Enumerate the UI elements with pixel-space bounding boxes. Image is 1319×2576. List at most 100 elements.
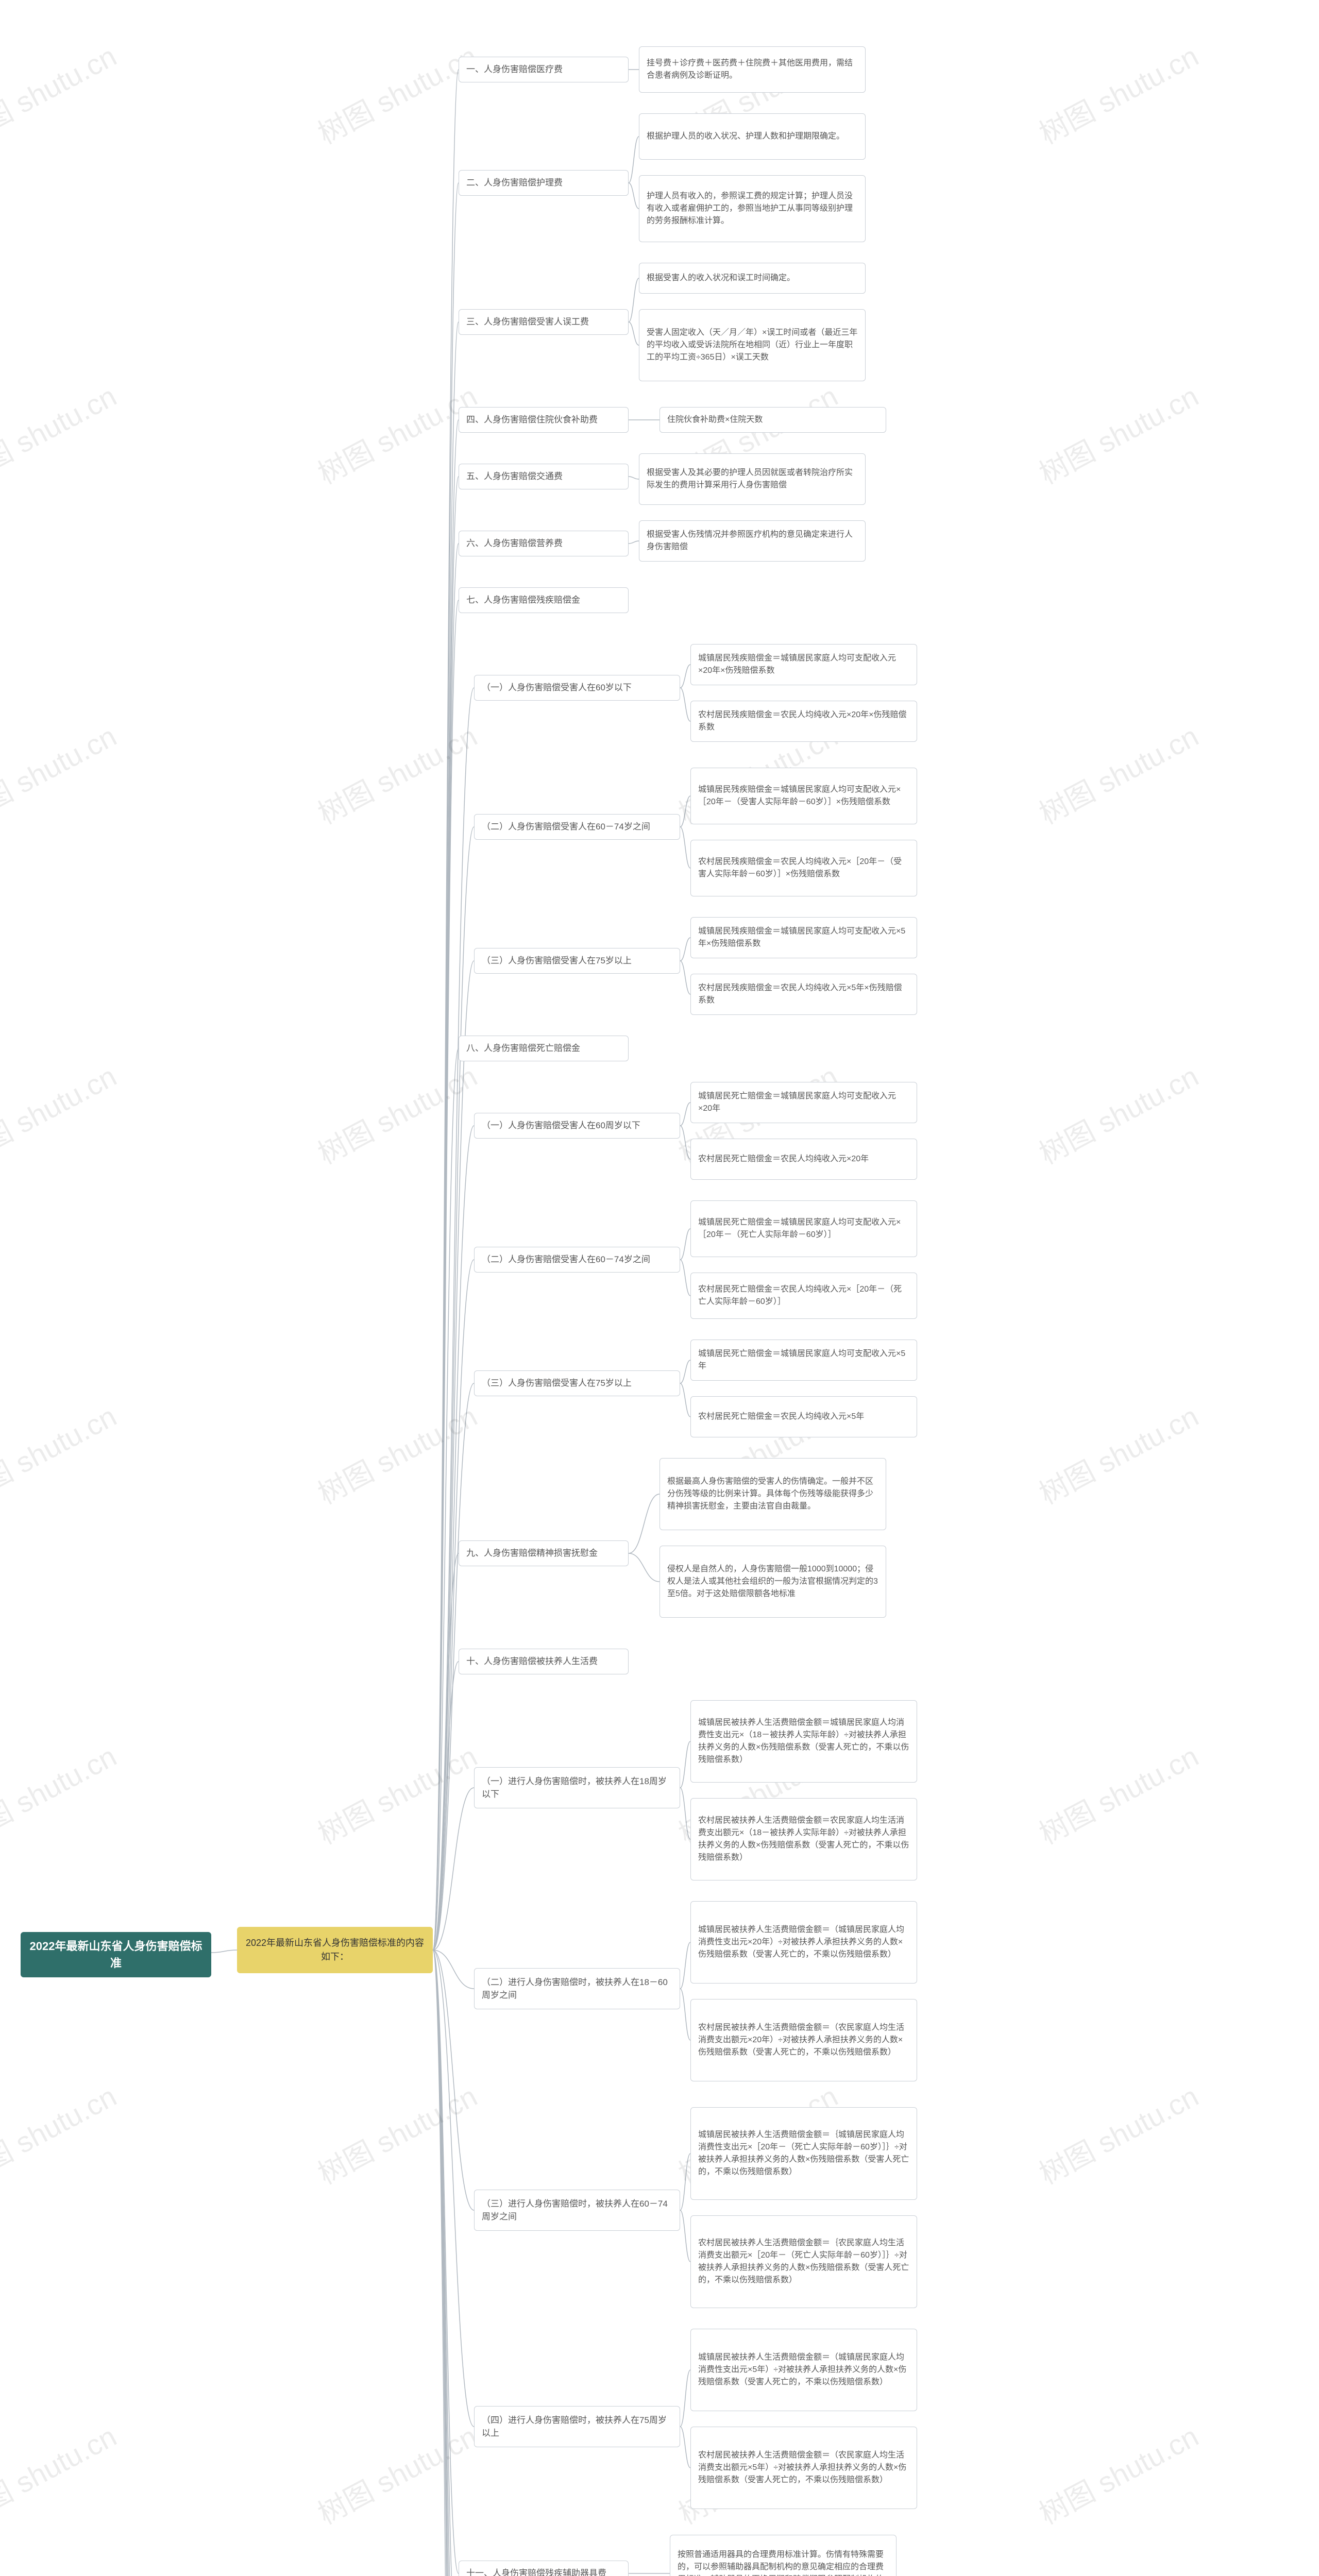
leaf-s7a-1: 农村居民残疾赔偿金＝农民人均纯收入元×20年×伤残赔偿系数 bbox=[690, 701, 917, 742]
section-s5-label: 五、人身伤害赔偿交通费 bbox=[466, 470, 621, 483]
leaf-s10b-1: 农村居民被扶养人生活费赔偿金额＝（农民家庭人均生活消费支出额元×20年）÷对被扶… bbox=[690, 1999, 917, 2081]
leaf-s3-0-label: 根据受害人的收入状况和误工时间确定。 bbox=[647, 272, 858, 284]
section-s10a-label: （一）进行人身伤害赔偿时，被扶养人在18周岁以下 bbox=[482, 1775, 672, 1801]
section-s4[interactable]: 四、人身伤害赔偿住院伙食补助费 bbox=[459, 407, 629, 433]
section-s10d[interactable]: （四）进行人身伤害赔偿时，被扶养人在75周岁以上 bbox=[474, 2406, 680, 2447]
level1-node-label: 2022年最新山东省人身伤害赔偿标准的内容如下： bbox=[245, 1936, 425, 1964]
leaf-s2-1: 护理人员有收入的，参照误工费的规定计算；护理人员没有收入或者雇佣护工的，参照当地… bbox=[639, 175, 866, 242]
leaf-s10a-1-label: 农村居民被扶养人生活费赔偿金额＝农民家庭人均生活消费支出额元×（18－被扶养人实… bbox=[698, 1815, 909, 1864]
leaf-s8a-0-label: 城镇居民死亡赔偿金＝城镇居民家庭人均可支配收入元×20年 bbox=[698, 1090, 909, 1115]
leaf-s3-1: 受害人固定收入（天／月／年）×误工时间或者（最近三年的平均收入或受诉法院所在地相… bbox=[639, 309, 866, 381]
root-node-label: 2022年最新山东省人身伤害赔偿标准 bbox=[28, 1938, 204, 1972]
section-s10a[interactable]: （一）进行人身伤害赔偿时，被扶养人在18周岁以下 bbox=[474, 1767, 680, 1808]
leaf-s10d-1-label: 农村居民被扶养人生活费赔偿金额＝（农民家庭人均生活消费支出额元×5年）÷对被扶养… bbox=[698, 2449, 909, 2486]
section-s10c-label: （三）进行人身伤害赔偿时，被扶养人在60－74周岁之间 bbox=[482, 2197, 672, 2224]
leaf-s8c-1: 农村居民死亡赔偿金＝农民人均纯收入元×5年 bbox=[690, 1396, 917, 1437]
leaf-s10a-1: 农村居民被扶养人生活费赔偿金额＝农民家庭人均生活消费支出额元×（18－被扶养人实… bbox=[690, 1798, 917, 1880]
leaf-s2-0: 根据护理人员的收入状况、护理人数和护理期限确定。 bbox=[639, 113, 866, 160]
leaf-s8a-0: 城镇居民死亡赔偿金＝城镇居民家庭人均可支配收入元×20年 bbox=[690, 1082, 917, 1123]
leaf-s8b-1: 农村居民死亡赔偿金＝农民人均纯收入元×［20年－（死亡人实际年龄－60岁）］ bbox=[690, 1273, 917, 1319]
leaf-s7b-0-label: 城镇居民残疾赔偿金＝城镇居民家庭人均可支配收入元×［20年－（受害人实际年龄－6… bbox=[698, 784, 909, 808]
section-s6-label: 六、人身伤害赔偿营养费 bbox=[466, 537, 621, 550]
section-s8b[interactable]: （二）人身伤害赔偿受害人在60－74岁之间 bbox=[474, 1247, 680, 1273]
leaf-s7c-1: 农村居民残疾赔偿金＝农民人均纯收入元×5年×伤残赔偿系数 bbox=[690, 974, 917, 1015]
section-s3[interactable]: 三、人身伤害赔偿受害人误工费 bbox=[459, 309, 629, 335]
leaf-s7a-1-label: 农村居民残疾赔偿金＝农民人均纯收入元×20年×伤残赔偿系数 bbox=[698, 709, 909, 734]
leaf-s6-0-label: 根据受害人伤残情况并参照医疗机构的意见确定来进行人身伤害赔偿 bbox=[647, 529, 858, 553]
leaf-s7c-0: 城镇居民残疾赔偿金＝城镇居民家庭人均可支配收入元×5年×伤残赔偿系数 bbox=[690, 917, 917, 958]
leaf-s10d-0-label: 城镇居民被扶养人生活费赔偿金额＝（城镇居民家庭人均消费性支出元×5年）÷对被扶养… bbox=[698, 2351, 909, 2388]
leaf-s10b-0-label: 城镇居民被扶养人生活费赔偿金额＝（城镇居民家庭人均消费性支出元×20年）÷对被扶… bbox=[698, 1924, 909, 1961]
section-s10c[interactable]: （三）进行人身伤害赔偿时，被扶养人在60－74周岁之间 bbox=[474, 2190, 680, 2231]
leaf-s10c-0-label: 城镇居民被扶养人生活费赔偿金额＝｛城镇居民家庭人均消费性支出元×［20年－（死亡… bbox=[698, 2129, 909, 2178]
leaf-s1-0-label: 挂号费＋诊疗费＋医药费＋住院费＋其他医用费用，需结合患者病例及诊断证明。 bbox=[647, 57, 858, 82]
leaf-s2-1-label: 护理人员有收入的，参照误工费的规定计算；护理人员没有收入或者雇佣护工的，参照当地… bbox=[647, 190, 858, 227]
leaf-s10c-1-label: 农村居民被扶养人生活费赔偿金额＝｛农民家庭人均生活消费支出额元×［20年－（死亡… bbox=[698, 2237, 909, 2286]
leaf-s9-1-label: 侵权人是自然人的，人身伤害赔偿一般1000到10000；侵权人是法人或其他社会组… bbox=[667, 1563, 878, 1600]
leaf-s8c-1-label: 农村居民死亡赔偿金＝农民人均纯收入元×5年 bbox=[698, 1411, 909, 1423]
leaf-s10b-1-label: 农村居民被扶养人生活费赔偿金额＝（农民家庭人均生活消费支出额元×20年）÷对被扶… bbox=[698, 2022, 909, 2059]
section-s10[interactable]: 十、人身伤害赔偿被扶养人生活费 bbox=[459, 1649, 629, 1674]
section-s7b-label: （二）人身伤害赔偿受害人在60－74岁之间 bbox=[482, 820, 672, 834]
section-s8a[interactable]: （一）人身伤害赔偿受害人在60周岁以下 bbox=[474, 1113, 680, 1139]
section-s9[interactable]: 九、人身伤害赔偿精神损害抚慰金 bbox=[459, 1540, 629, 1566]
section-s9-label: 九、人身伤害赔偿精神损害抚慰金 bbox=[466, 1547, 621, 1560]
leaf-s7b-1: 农村居民残疾赔偿金＝农民人均纯收入元×［20年－（受害人实际年龄－60岁）］×伤… bbox=[690, 840, 917, 896]
section-s7b[interactable]: （二）人身伤害赔偿受害人在60－74岁之间 bbox=[474, 814, 680, 840]
section-s8c[interactable]: （三）人身伤害赔偿受害人在75岁以上 bbox=[474, 1370, 680, 1396]
leaf-s2-0-label: 根据护理人员的收入状况、护理人数和护理期限确定。 bbox=[647, 130, 858, 143]
leaf-s5-0: 根据受害人及其必要的护理人员因就医或者转院治疗所实际发生的费用计算采用行人身伤害… bbox=[639, 453, 866, 505]
leaf-s10c-1: 农村居民被扶养人生活费赔偿金额＝｛农民家庭人均生活消费支出额元×［20年－（死亡… bbox=[690, 2215, 917, 2308]
leaf-s10a-0-label: 城镇居民被扶养人生活费赔偿金额＝城镇居民家庭人均消费性支出元×（18－被扶养人实… bbox=[698, 1717, 909, 1766]
level1-node[interactable]: 2022年最新山东省人身伤害赔偿标准的内容如下： bbox=[237, 1927, 433, 1973]
leaf-s8a-1: 农村居民死亡赔偿金＝农民人均纯收入元×20年 bbox=[690, 1139, 917, 1180]
leaf-s10a-0: 城镇居民被扶养人生活费赔偿金额＝城镇居民家庭人均消费性支出元×（18－被扶养人实… bbox=[690, 1700, 917, 1783]
leaf-s10d-1: 农村居民被扶养人生活费赔偿金额＝（农民家庭人均生活消费支出额元×5年）÷对被扶养… bbox=[690, 2427, 917, 2509]
section-s10b[interactable]: （二）进行人身伤害赔偿时，被扶养人在18－60周岁之间 bbox=[474, 1968, 680, 2009]
leaf-s11-0-label: 按照普通适用器具的合理费用标准计算。伤情有特殊需要的，可以参照辅助器具配制机构的… bbox=[678, 2549, 889, 2576]
leaf-s9-1: 侵权人是自然人的，人身伤害赔偿一般1000到10000；侵权人是法人或其他社会组… bbox=[660, 1546, 886, 1618]
leaf-s10c-0: 城镇居民被扶养人生活费赔偿金额＝｛城镇居民家庭人均消费性支出元×［20年－（死亡… bbox=[690, 2107, 917, 2200]
section-s7a-label: （一）人身伤害赔偿受害人在60岁以下 bbox=[482, 681, 672, 694]
section-s6[interactable]: 六、人身伤害赔偿营养费 bbox=[459, 531, 629, 556]
section-s7c-label: （三）人身伤害赔偿受害人在75岁以上 bbox=[482, 954, 672, 968]
leaf-s7c-0-label: 城镇居民残疾赔偿金＝城镇居民家庭人均可支配收入元×5年×伤残赔偿系数 bbox=[698, 925, 909, 950]
section-s7-label: 七、人身伤害赔偿残疾赔偿金 bbox=[466, 594, 621, 607]
section-s4-label: 四、人身伤害赔偿住院伙食补助费 bbox=[466, 413, 621, 427]
leaf-s4-0-label: 住院伙食补助费×住院天数 bbox=[667, 414, 878, 426]
leaf-s10d-0: 城镇居民被扶养人生活费赔偿金额＝（城镇居民家庭人均消费性支出元×5年）÷对被扶养… bbox=[690, 2329, 917, 2411]
section-s8[interactable]: 八、人身伤害赔偿死亡赔偿金 bbox=[459, 1036, 629, 1061]
section-s7a[interactable]: （一）人身伤害赔偿受害人在60岁以下 bbox=[474, 675, 680, 701]
leaf-s7b-1-label: 农村居民残疾赔偿金＝农民人均纯收入元×［20年－（受害人实际年龄－60岁）］×伤… bbox=[698, 856, 909, 880]
leaf-s8b-1-label: 农村居民死亡赔偿金＝农民人均纯收入元×［20年－（死亡人实际年龄－60岁）］ bbox=[698, 1283, 909, 1308]
leaf-s9-0: 根据最高人身伤害赔偿的受害人的伤情确定。一般并不区分伤残等级的比例来计算。具体每… bbox=[660, 1458, 886, 1530]
leaf-s3-0: 根据受害人的收入状况和误工时间确定。 bbox=[639, 263, 866, 294]
leaf-s3-1-label: 受害人固定收入（天／月／年）×误工时间或者（最近三年的平均收入或受诉法院所在地相… bbox=[647, 327, 858, 364]
leaf-s8c-0-label: 城镇居民死亡赔偿金＝城镇居民家庭人均可支配收入元×5年 bbox=[698, 1348, 909, 1372]
leaf-s8b-0-label: 城镇居民死亡赔偿金＝城镇居民家庭人均可支配收入元×［20年－（死亡人实际年龄－6… bbox=[698, 1216, 909, 1241]
leaf-s7a-0: 城镇居民残疾赔偿金＝城镇居民家庭人均可支配收入元×20年×伤残赔偿系数 bbox=[690, 644, 917, 685]
section-s3-label: 三、人身伤害赔偿受害人误工费 bbox=[466, 315, 621, 329]
section-s2[interactable]: 二、人身伤害赔偿护理费 bbox=[459, 170, 629, 196]
section-s11-label: 十一、人身伤害赔偿残疾辅助器具费 bbox=[466, 2567, 621, 2576]
section-s1-label: 一、人身伤害赔偿医疗费 bbox=[466, 63, 621, 76]
section-s7c[interactable]: （三）人身伤害赔偿受害人在75岁以上 bbox=[474, 948, 680, 974]
leaf-s7a-0-label: 城镇居民残疾赔偿金＝城镇居民家庭人均可支配收入元×20年×伤残赔偿系数 bbox=[698, 652, 909, 677]
leaf-s7c-1-label: 农村居民残疾赔偿金＝农民人均纯收入元×5年×伤残赔偿系数 bbox=[698, 982, 909, 1007]
leaf-s6-0: 根据受害人伤残情况并参照医疗机构的意见确定来进行人身伤害赔偿 bbox=[639, 520, 866, 562]
section-s1[interactable]: 一、人身伤害赔偿医疗费 bbox=[459, 57, 629, 82]
section-s7[interactable]: 七、人身伤害赔偿残疾赔偿金 bbox=[459, 587, 629, 613]
leaf-s8b-0: 城镇居民死亡赔偿金＝城镇居民家庭人均可支配收入元×［20年－（死亡人实际年龄－6… bbox=[690, 1200, 917, 1257]
section-s8b-label: （二）人身伤害赔偿受害人在60－74岁之间 bbox=[482, 1253, 672, 1266]
section-s8c-label: （三）人身伤害赔偿受害人在75岁以上 bbox=[482, 1377, 672, 1390]
root-node[interactable]: 2022年最新山东省人身伤害赔偿标准 bbox=[21, 1932, 211, 1977]
leaf-s4-0: 住院伙食补助费×住院天数 bbox=[660, 407, 886, 433]
leaf-s11-0: 按照普通适用器具的合理费用标准计算。伤情有特殊需要的，可以参照辅助器具配制机构的… bbox=[670, 2535, 897, 2576]
section-s5[interactable]: 五、人身伤害赔偿交通费 bbox=[459, 464, 629, 489]
section-s10b-label: （二）进行人身伤害赔偿时，被扶养人在18－60周岁之间 bbox=[482, 1976, 672, 2002]
leaf-s7b-0: 城镇居民残疾赔偿金＝城镇居民家庭人均可支配收入元×［20年－（受害人实际年龄－6… bbox=[690, 768, 917, 824]
section-s11[interactable]: 十一、人身伤害赔偿残疾辅助器具费 bbox=[459, 2561, 629, 2576]
leaf-s9-0-label: 根据最高人身伤害赔偿的受害人的伤情确定。一般并不区分伤残等级的比例来计算。具体每… bbox=[667, 1476, 878, 1513]
leaf-s1-0: 挂号费＋诊疗费＋医药费＋住院费＋其他医用费用，需结合患者病例及诊断证明。 bbox=[639, 46, 866, 93]
section-s8a-label: （一）人身伤害赔偿受害人在60周岁以下 bbox=[482, 1119, 672, 1132]
